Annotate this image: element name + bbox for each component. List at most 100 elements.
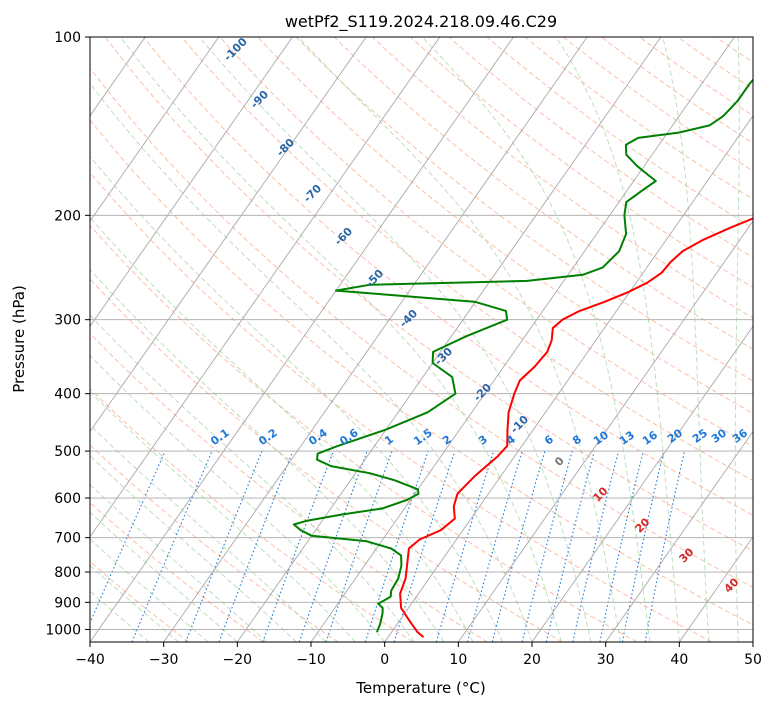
plot-area: 0.1 0.2 0.4 0.6 1 1.5 2 3 4 6 8 10 13 16 20 25 30 36-100-… [90,37,753,642]
mixing-ratio-line [325,450,393,642]
profile-series [292,78,753,638]
mixing-ratio-line [435,450,495,642]
x-tick-label: 40 [670,652,688,668]
dry-adiabat [90,332,488,642]
isotherm [457,220,753,642]
x-tick-label: 0 [380,652,389,668]
y-tick-label: 400 [54,387,81,403]
moist-adiabat [734,37,740,642]
moist-adiabat [90,564,179,642]
isotherm [678,535,753,642]
moist-adiabat [90,424,327,642]
temperature-line [399,217,753,638]
moist-adiabat [90,484,268,642]
moist-adiabat [198,37,592,642]
x-axis-ticks: −40 −30 −20 −10 0 10 20 30 40 50 [75,642,762,668]
dry-adiabat [524,37,753,200]
mixing-ratio-line [572,450,620,642]
x-tick-label: 50 [744,652,762,668]
dry-adiabat [90,171,712,642]
dry-adiabat [90,224,638,642]
moist-adiabat [119,37,562,642]
mixing-ratio-line [621,450,665,642]
moist-adiabat [90,590,150,642]
isobars [90,37,753,630]
isotherm [531,325,753,642]
x-tick-label: −20 [223,652,253,668]
dry-adiabat [90,278,563,642]
mixing-ratio-lines [90,450,686,642]
mixing-ratio-line [599,450,644,642]
moist-adiabats [90,37,740,642]
mixing-ratio-line [521,450,573,642]
x-tick-label: −10 [296,652,326,668]
plot-frame [89,36,754,643]
isotherm [236,37,662,642]
y-axis-ticks: 100 200 300 400 500 600 700 800 900 1000 [45,30,90,638]
y-tick-label: 1000 [45,622,81,638]
dry-adiabat [448,37,753,259]
moist-adiabat [90,314,415,642]
moist-adiabat [90,538,209,642]
dry-adiabat [219,37,753,448]
moist-adiabat [90,354,386,642]
y-tick-label: 300 [54,313,81,329]
mixing-ratio-line [364,450,429,642]
mixing-ratio-line [491,450,546,642]
y-axis-label: Pressure (hPa) [10,285,28,393]
isotherm [90,37,367,433]
dry-adiabat [295,37,753,382]
moist-adiabat [421,37,651,642]
y-tick-label: 500 [54,444,81,460]
isotherm [310,37,735,642]
mixing-ratio-line [644,450,686,642]
x-tick-label: 10 [449,652,467,668]
y-tick-label: 900 [54,595,81,611]
moist-adiabat [90,216,474,642]
dry-adiabat [333,37,753,350]
mixing-ratio-line [393,450,456,642]
isotherm [90,37,441,538]
dry-adiabat [372,37,753,319]
moist-adiabat [297,37,621,642]
dry-adiabat [90,119,753,626]
x-tick-label: −40 [75,652,105,668]
isotherm [163,37,588,642]
moist-adiabat [662,37,710,642]
dry-adiabat [562,37,753,172]
dry-adiabats [90,37,753,642]
mixing-ratio-line [298,450,368,642]
dry-adiabat [90,387,414,642]
isotherms [90,37,753,642]
x-tick-label: −30 [149,652,179,668]
isotherm [384,115,753,642]
dry-adiabat [143,37,753,516]
moist-adiabat [555,37,680,642]
x-tick-label: 30 [597,652,615,668]
moist-adiabat [90,390,356,642]
x-tick-label: 20 [523,652,541,668]
dry-adiabat [90,444,339,642]
moist-adiabat [90,511,238,642]
isotherm [605,430,753,642]
y-tick-label: 600 [54,491,81,507]
dry-adiabat [104,37,753,552]
y-tick-label: 700 [54,531,81,547]
moist-adiabat [90,155,503,642]
mixing-ratio-line [131,450,213,642]
moist-adiabat [90,455,297,642]
y-tick-label: 100 [54,30,81,46]
y-tick-label: 200 [54,208,81,224]
moist-adiabat [90,82,533,642]
dry-adiabat [90,67,753,588]
moist-adiabat [90,268,445,642]
dry-adiabat [90,501,264,642]
isotherm [90,37,514,642]
dewpoint-line [292,78,753,633]
isotherm [90,37,293,328]
y-tick-label: 800 [54,565,81,581]
chart-title: wetPf2_S119.2024.218.09.46.C29 [285,12,557,32]
isotherm [90,37,220,222]
